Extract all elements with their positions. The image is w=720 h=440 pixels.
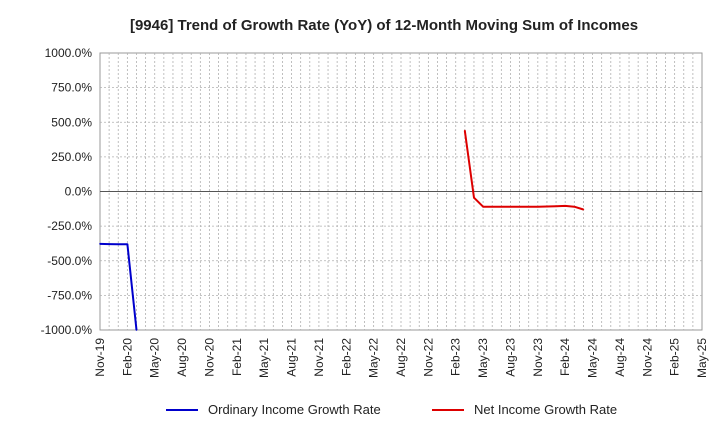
data-point (509, 205, 512, 208)
data-point (527, 205, 530, 208)
data-point (117, 243, 120, 246)
data-point (518, 205, 521, 208)
y-tick-label: -250.0% (47, 219, 92, 233)
y-tick-label: 1000.0% (45, 46, 93, 60)
x-tick-label: May-20 (148, 338, 162, 378)
x-tick-label: Aug-23 (503, 338, 517, 377)
x-tick-label: Nov-22 (421, 338, 435, 377)
data-point (135, 329, 138, 331)
axes: 1000.0% 750.0% 500.0% 250.0% 0.0% -250.0% -500… (41, 46, 709, 378)
x-tick-label: May-24 (586, 338, 600, 378)
x-tick-label: Aug-22 (394, 338, 408, 377)
data-point (108, 243, 110, 245)
y-tick-label: 0.0% (65, 185, 93, 199)
y-tick-label: -500.0% (47, 254, 92, 268)
y-tick-label: -750.0% (47, 288, 92, 302)
data-point (482, 205, 484, 208)
legend-label: Net Income Growth Rate (474, 402, 617, 417)
legend-label: Ordinary Income Growth Rate (208, 402, 381, 417)
x-tick-label: Aug-20 (175, 338, 189, 377)
x-tick-label: Feb-24 (558, 338, 572, 376)
data-point (473, 196, 475, 199)
series-line-net-income (463, 130, 584, 211)
x-tick-label: May-22 (367, 338, 381, 378)
y-tick-label: -1000.0% (41, 323, 93, 337)
y-tick-label: 750.0% (51, 81, 92, 95)
x-tick-label: Nov-19 (93, 338, 107, 377)
grid (99, 52, 703, 331)
x-tick-label: Aug-24 (613, 338, 627, 377)
data-point (464, 129, 466, 132)
y-tick-label: 500.0% (51, 115, 92, 129)
y-tick-label: 250.0% (51, 150, 92, 164)
data-point (99, 243, 101, 245)
data-point (537, 205, 539, 208)
x-tick-label: May-23 (476, 338, 490, 378)
x-tick-label: Nov-20 (202, 338, 216, 377)
x-tick-label: Nov-23 (531, 338, 545, 377)
data-point (491, 205, 494, 208)
data-point (126, 243, 129, 246)
x-tick-label: Nov-21 (312, 338, 326, 377)
x-tick-label: Feb-20 (120, 338, 134, 376)
x-tick-label: May-21 (257, 338, 271, 378)
x-tick-label: Feb-25 (668, 338, 682, 376)
data-point (500, 205, 503, 208)
x-tick-label: May-25 (695, 338, 709, 378)
x-tick-label: Feb-22 (339, 338, 353, 376)
chart-title: [9946] Trend of Growth Rate (YoY) of 12-… (130, 17, 638, 34)
x-tick-label: Nov-24 (640, 338, 654, 377)
data-point (582, 208, 585, 211)
x-tick-label: Aug-21 (285, 338, 299, 377)
legend: Ordinary Income Growth Rate Net Income Gr… (166, 402, 617, 417)
data-point (573, 205, 576, 208)
x-tick-label: Feb-21 (230, 338, 244, 376)
x-tick-label: Feb-23 (449, 338, 463, 376)
data-point (555, 205, 557, 207)
data-point (546, 205, 548, 208)
data-point (564, 205, 566, 207)
series-layer (99, 129, 585, 331)
